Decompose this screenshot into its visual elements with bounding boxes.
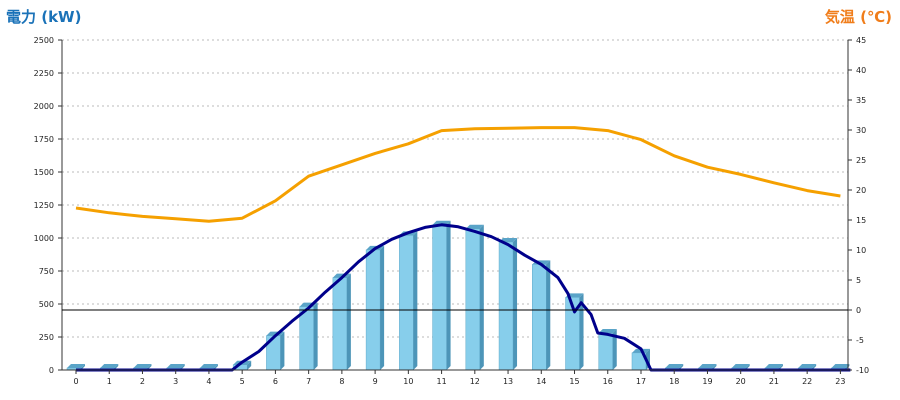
power-bar-top — [432, 220, 451, 225]
power-bar-top — [831, 364, 850, 368]
power-bar-side — [413, 231, 418, 370]
power-bar-side — [346, 273, 351, 370]
x-tick-label: 9 — [373, 377, 378, 386]
right-tick-label: 20 — [856, 186, 866, 195]
power-bar-side — [313, 302, 318, 370]
x-tick-label: 11 — [436, 377, 446, 386]
power-bar — [332, 277, 348, 371]
power-bar — [299, 306, 314, 371]
power-bar-top — [731, 364, 750, 368]
right-tick-label: 40 — [856, 66, 866, 75]
power-line — [76, 223, 851, 372]
x-tick-label: 14 — [536, 377, 546, 386]
grid-lines — [62, 39, 848, 338]
power-bar-top — [133, 364, 152, 368]
power-bar-top — [166, 364, 185, 368]
x-tick-label: 0 — [73, 377, 78, 386]
power-bar — [598, 332, 614, 371]
x-tick-label: 23 — [835, 377, 845, 386]
right-tick-label: 0 — [856, 306, 861, 315]
power-bar-side — [446, 220, 451, 370]
power-bars — [66, 220, 850, 371]
power-bar — [465, 228, 481, 371]
left-tick-label: 0 — [49, 366, 54, 375]
power-bar-top — [199, 364, 218, 368]
power-bar-side — [579, 293, 584, 370]
series-lines — [75, 126, 851, 372]
power-bar-side — [612, 329, 617, 370]
power-bar-top — [465, 224, 484, 229]
left-tick-label: 2250 — [34, 69, 54, 78]
power-bar — [498, 241, 514, 371]
power-bar-side — [280, 331, 285, 370]
left-axis-title: 電力 (kW) — [6, 8, 81, 26]
left-tick-label: 1250 — [34, 201, 54, 210]
right-tick-label: 5 — [856, 276, 861, 285]
power-bar-side — [546, 260, 551, 370]
x-tick-label: 4 — [206, 377, 211, 386]
right-tick-label: 45 — [856, 36, 866, 45]
right-axis-title: 気温 (℃) — [825, 8, 892, 26]
power-bar-side — [513, 237, 518, 370]
x-tick-label: 5 — [240, 377, 245, 386]
left-tick-label: 1750 — [34, 135, 54, 144]
power-bar — [399, 235, 414, 371]
x-tick-label: 21 — [769, 377, 779, 386]
left-tick-label: 2000 — [34, 102, 54, 111]
x-tick-label: 15 — [569, 377, 579, 386]
x-tick-label: 8 — [339, 377, 344, 386]
x-tick-label: 2 — [140, 377, 145, 386]
left-tick-label: 500 — [39, 300, 54, 309]
power-bar-top — [665, 364, 684, 368]
power-bar-top — [67, 364, 85, 368]
right-tick-label: 10 — [856, 246, 866, 255]
right-tick-label: -10 — [856, 366, 869, 375]
right-tick-label: 15 — [856, 216, 866, 225]
x-tick-label: 18 — [669, 377, 679, 386]
x-tick-label: 16 — [603, 377, 613, 386]
x-tick-label: 19 — [702, 377, 712, 386]
temperature-line — [75, 126, 841, 223]
right-tick-label: 30 — [856, 126, 866, 135]
left-tick-label: 250 — [39, 333, 54, 342]
power-bar — [532, 264, 547, 371]
x-tick-label: 1 — [107, 377, 112, 386]
left-tick-label: 1500 — [34, 168, 54, 177]
left-tick-label: 750 — [39, 267, 54, 276]
x-tick-label: 6 — [273, 377, 278, 386]
power-bar — [432, 224, 447, 371]
power-bar-top — [598, 329, 617, 334]
power-bar-top — [798, 364, 817, 368]
axes: 02505007501000125015001750200022502500-1… — [34, 36, 869, 386]
x-tick-label: 12 — [470, 377, 480, 386]
right-tick-label: 25 — [856, 156, 866, 165]
x-tick-label: 10 — [403, 377, 413, 386]
power-bar-side — [479, 224, 484, 370]
power-bar-side — [247, 360, 252, 370]
x-tick-label: 3 — [173, 377, 178, 386]
right-tick-label: 35 — [856, 96, 866, 105]
power-bar-top — [764, 364, 783, 368]
right-tick-label: -5 — [856, 336, 864, 345]
left-tick-label: 2500 — [34, 36, 54, 45]
power-bar-top — [698, 364, 717, 368]
x-tick-label: 7 — [306, 377, 311, 386]
x-tick-label: 17 — [636, 377, 646, 386]
x-tick-label: 20 — [736, 377, 746, 386]
x-tick-label: 13 — [503, 377, 513, 386]
x-tick-label: 22 — [802, 377, 812, 386]
left-tick-label: 1000 — [34, 234, 54, 243]
power-bar-top — [100, 364, 119, 368]
power-bar-side — [380, 245, 385, 370]
